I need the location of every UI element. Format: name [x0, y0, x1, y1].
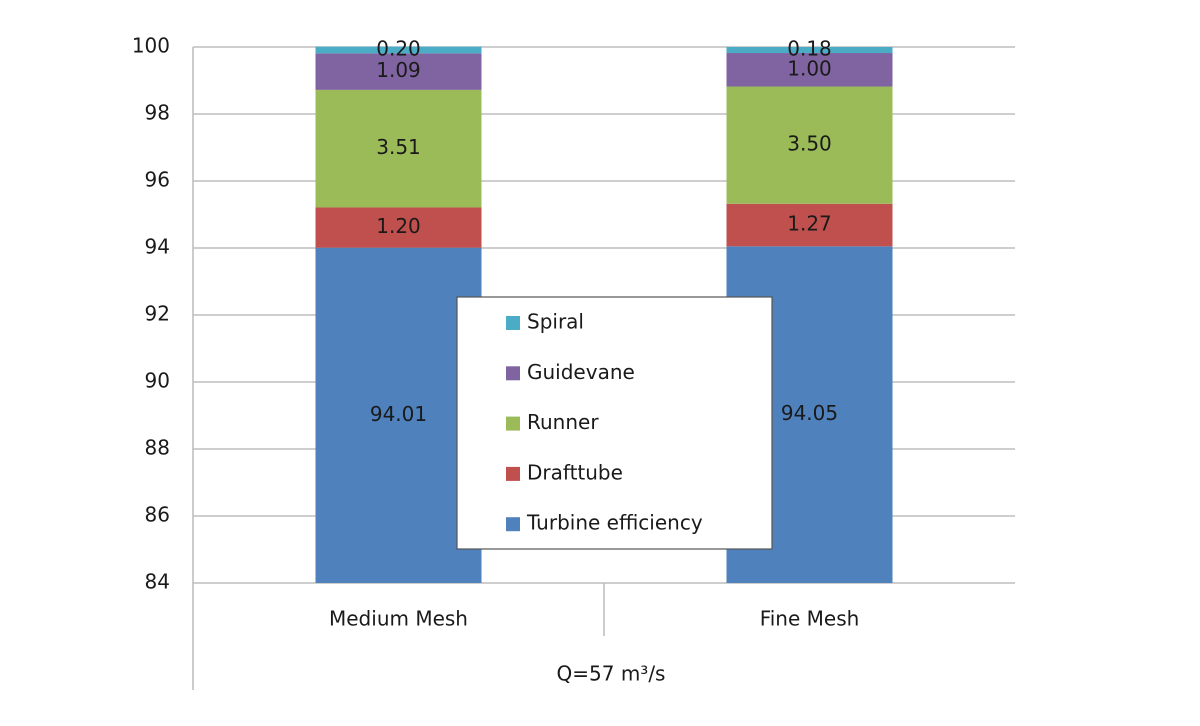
y-tick-label: 86: [145, 503, 170, 527]
x-tick-label: Medium Mesh: [329, 607, 468, 631]
value-label: 1.27: [787, 212, 832, 236]
bar-segment: [315, 53, 482, 90]
bar-segment: [315, 247, 482, 584]
legend-swatch: [506, 366, 520, 381]
value-label: 0.20: [376, 37, 421, 61]
legend-swatch: [506, 517, 520, 532]
value-label: 1.09: [376, 58, 421, 82]
y-tick-label: 90: [145, 369, 170, 393]
bar-segment: [726, 86, 893, 204]
legend-label: Turbine efficiency: [526, 511, 703, 535]
value-label: 1.20: [376, 214, 421, 238]
y-tick-label: 84: [145, 570, 170, 594]
value-label: 0.18: [787, 37, 832, 61]
legend-label: Spiral: [527, 310, 584, 334]
value-label: 1.00: [787, 56, 832, 80]
value-label: 94.05: [781, 401, 838, 425]
y-tick-label: 96: [145, 168, 170, 192]
legend-swatch: [506, 416, 520, 431]
value-label: 3.50: [787, 132, 832, 156]
y-tick-label: 100: [132, 34, 170, 58]
bar-segment: [315, 207, 482, 248]
legend-label: Drafttube: [527, 460, 623, 484]
y-tick-label: 94: [145, 235, 170, 259]
value-label: 3.51: [376, 135, 421, 159]
value-label: 94.01: [370, 402, 427, 426]
legend: Spiral Guidevane Runner Drafttube Turbine ef…: [456, 296, 773, 550]
legend-label: Runner: [527, 410, 599, 434]
legend-swatch: [506, 316, 520, 330]
legend-label: Guidevane: [527, 360, 635, 384]
y-tick-label: 98: [145, 101, 170, 125]
x-axis-label: Q=57 m³/s: [557, 662, 666, 686]
bar-segment: [726, 53, 893, 87]
legend-swatch: [506, 466, 520, 481]
bar-segment: [726, 203, 893, 247]
y-tick-label: 92: [145, 302, 170, 326]
y-tick-label: 88: [145, 436, 170, 460]
bar-segment: [315, 89, 482, 208]
bar-segment: [315, 46, 482, 54]
x-tick-label: Fine Mesh: [760, 607, 860, 631]
bar-segment: [726, 47, 893, 54]
